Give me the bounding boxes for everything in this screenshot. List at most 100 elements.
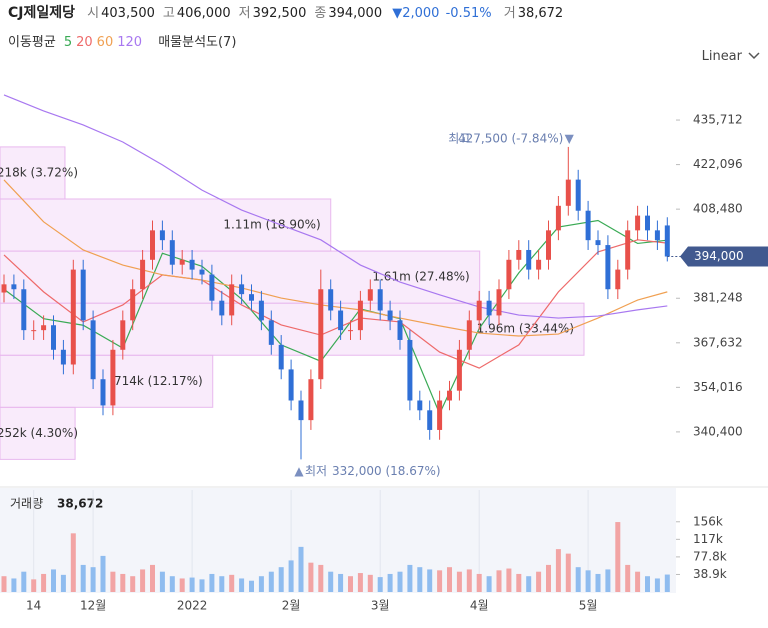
- candle-body: [90, 320, 96, 380]
- x-tick-label: 2월: [282, 599, 301, 613]
- volume-bar: [486, 576, 492, 592]
- volume-bar: [41, 573, 47, 592]
- volume-bar: [298, 546, 304, 592]
- volume-bar: [555, 549, 561, 592]
- candle-body: [150, 230, 155, 260]
- change-pct: -0.51%: [445, 6, 492, 21]
- volume-bar: [130, 576, 136, 592]
- volume-bar: [328, 571, 334, 592]
- candle-body: [565, 179, 571, 206]
- candle-body: [60, 349, 66, 365]
- volume-bar: [595, 573, 601, 592]
- volume-bar: [159, 571, 165, 592]
- candle-body: [437, 400, 443, 430]
- volume-bar: [506, 568, 512, 592]
- volume-bar: [387, 573, 393, 592]
- volume-bar: [239, 578, 245, 592]
- volume-bar: [110, 571, 116, 592]
- quote-value: 403,500: [101, 6, 155, 21]
- quote-header: CJ제일제당 시 403,500 고 406,000 저 392,500 종 394,000 …: [8, 2, 563, 22]
- quotes: 시 403,500 고 406,000 저 392,500 종 394,000: [79, 6, 382, 21]
- volume-bar: [645, 576, 650, 592]
- high-label: 최고: [448, 131, 470, 145]
- volume-bar: [229, 574, 235, 592]
- candle-body: [278, 344, 284, 370]
- volume-profile-bar: [0, 198, 332, 252]
- candle-body: [397, 320, 403, 340]
- candle-body: [169, 240, 175, 265]
- candle-body: [288, 369, 294, 401]
- candle-body: [447, 390, 452, 401]
- candle-body: [506, 259, 512, 290]
- candle-body: [456, 349, 462, 391]
- low-value: 332,000 (18.67%): [332, 464, 441, 478]
- volume-bar: [219, 576, 225, 592]
- indicator-legend: 이동평균 5 20 60 120 매물분석도(7): [8, 31, 240, 50]
- candle-body: [120, 320, 126, 350]
- candle-body: [338, 310, 344, 331]
- candle-body: [427, 410, 433, 430]
- candle-body: [11, 284, 17, 290]
- candle-body: [367, 289, 373, 301]
- candle-body: [70, 269, 76, 365]
- volume-tick-label: 38.9k: [693, 567, 727, 581]
- change: ▼2,000: [392, 6, 440, 21]
- volume-bar: [318, 564, 324, 592]
- volume-bar: [179, 578, 185, 592]
- volume-value: 38,672: [57, 497, 103, 511]
- candle-body: [555, 205, 561, 231]
- volume-profile-label: 714k (12.17%): [114, 374, 203, 388]
- quote-label: 시: [87, 6, 100, 21]
- volume-bar: [348, 576, 353, 592]
- volume-bar: [466, 569, 472, 592]
- volume-tick-label: 117k: [693, 532, 723, 546]
- scale-mode[interactable]: Linear: [701, 49, 742, 64]
- volume-profile-label: 1.11m (18.90%): [223, 218, 320, 232]
- quote-label: 고: [162, 6, 175, 21]
- candle-body: [229, 284, 235, 316]
- volume-bar: [516, 573, 522, 592]
- y-tick-label: 381,248: [693, 291, 743, 305]
- indicator-label[interactable]: 이동평균: [8, 35, 56, 50]
- ma-legend-item: 120: [117, 35, 143, 50]
- candle-body: [476, 300, 482, 321]
- dropdown-icon[interactable]: [748, 52, 760, 60]
- volume-bar: [100, 555, 106, 592]
- high-marker: ▼: [565, 131, 575, 145]
- moving-average-line: [3, 219, 668, 416]
- volume-profile-bar: [0, 146, 66, 200]
- volume-bar: [120, 573, 126, 592]
- volume-bar: [209, 573, 215, 592]
- candle-body: [635, 215, 641, 231]
- candle-body: [249, 294, 254, 301]
- candle-body: [298, 400, 304, 421]
- volume-bar: [51, 569, 56, 592]
- quote-label: 거: [503, 6, 516, 21]
- candle-body: [585, 210, 591, 241]
- x-tick-label: 14: [26, 599, 41, 613]
- candle-body: [268, 320, 274, 345]
- volume-bar: [407, 564, 413, 592]
- candle-body: [179, 259, 185, 265]
- quote-value: 38,672: [517, 6, 564, 21]
- candle-body: [100, 379, 106, 406]
- candle-body: [328, 289, 334, 311]
- candle-body: [199, 269, 205, 275]
- analysis-label[interactable]: 매물분석도(7): [158, 35, 237, 50]
- candle-body: [110, 349, 116, 406]
- volume-tick-label: 156k: [693, 514, 723, 528]
- volume-bar: [605, 569, 611, 592]
- candle-body: [466, 320, 472, 350]
- volume-bar: [268, 571, 274, 592]
- quote-value: 406,000: [176, 6, 231, 21]
- candle-body: [80, 269, 86, 321]
- candle-body: [209, 274, 215, 301]
- volume-bar: [308, 562, 314, 592]
- candle-body: [258, 300, 264, 321]
- volume-tick-label: 77.8k: [693, 549, 727, 563]
- volume-bar: [565, 553, 571, 592]
- volume-bar: [189, 577, 195, 592]
- x-tick-label: 4월: [470, 599, 489, 613]
- volume-bar: [664, 574, 670, 592]
